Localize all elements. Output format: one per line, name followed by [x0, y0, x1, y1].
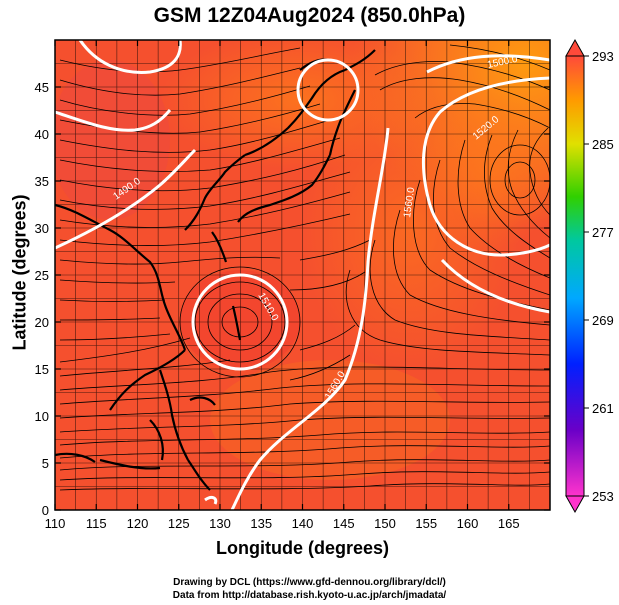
colorbar-top-arrow: [565, 38, 585, 57]
x-tick-label: 145: [333, 516, 355, 531]
x-tick-label: 150: [374, 516, 396, 531]
y-axis: 0 5 10 15 20 25 30 35 40 45: [35, 80, 550, 518]
credit-data: Data from http://database.rish.kyoto-u.a…: [172, 590, 447, 601]
geopotential-contours: [55, 40, 550, 510]
y-axis-title: Latitude (degrees): [9, 194, 30, 351]
colorbar-tick-label: 293: [592, 49, 614, 64]
y-tick-label: 20: [35, 315, 49, 330]
x-tick-label: 155: [415, 516, 437, 531]
contour-label: 1560.0: [402, 186, 417, 218]
y-tick-label: 30: [35, 221, 49, 236]
temperature-field: [55, 40, 550, 510]
x-tick-label: 140: [292, 516, 314, 531]
y-tick-label: 0: [42, 503, 49, 518]
x-tick-label: 110: [45, 516, 66, 531]
x-axis: 110 115 120 125 130 135 140 145 150 155 160 165: [45, 40, 520, 531]
x-tick-label: 165: [498, 516, 520, 531]
y-tick-label: 40: [35, 127, 49, 142]
figure-title: GSM 12Z04Aug2024 (850.0hPa): [153, 4, 466, 27]
colorbar-bottom-arrow: [565, 495, 585, 514]
y-tick-label: 25: [35, 268, 49, 283]
colorbar-bar: [565, 55, 585, 497]
x-tick-label: 130: [209, 516, 231, 531]
colorbar-tick-label: 261: [592, 401, 614, 416]
y-tick-label: 45: [35, 80, 49, 95]
y-tick-label: 15: [35, 362, 49, 377]
y-tick-label: 10: [35, 409, 49, 424]
y-tick-label: 35: [35, 174, 49, 189]
x-tick-label: 115: [86, 516, 107, 531]
colorbar-tick-label: 269: [592, 313, 614, 328]
credit-drawing: Drawing by DCL (https://www.gfd-dennou.o…: [173, 577, 446, 588]
x-tick-label: 160: [457, 516, 479, 531]
colorbar-tick-label: 253: [592, 489, 614, 504]
colorbar-tick-label: 277: [592, 225, 614, 240]
x-tick-label: 135: [250, 516, 272, 531]
x-tick-label: 125: [168, 516, 190, 531]
x-axis-title: Longitude (degrees): [215, 538, 389, 558]
x-tick-label: 120: [127, 516, 149, 531]
colorbar: 293 285 277 269 261 253: [565, 38, 614, 514]
y-tick-label: 5: [42, 456, 49, 471]
colorbar-tick-label: 285: [592, 137, 614, 152]
grid: [55, 40, 550, 510]
